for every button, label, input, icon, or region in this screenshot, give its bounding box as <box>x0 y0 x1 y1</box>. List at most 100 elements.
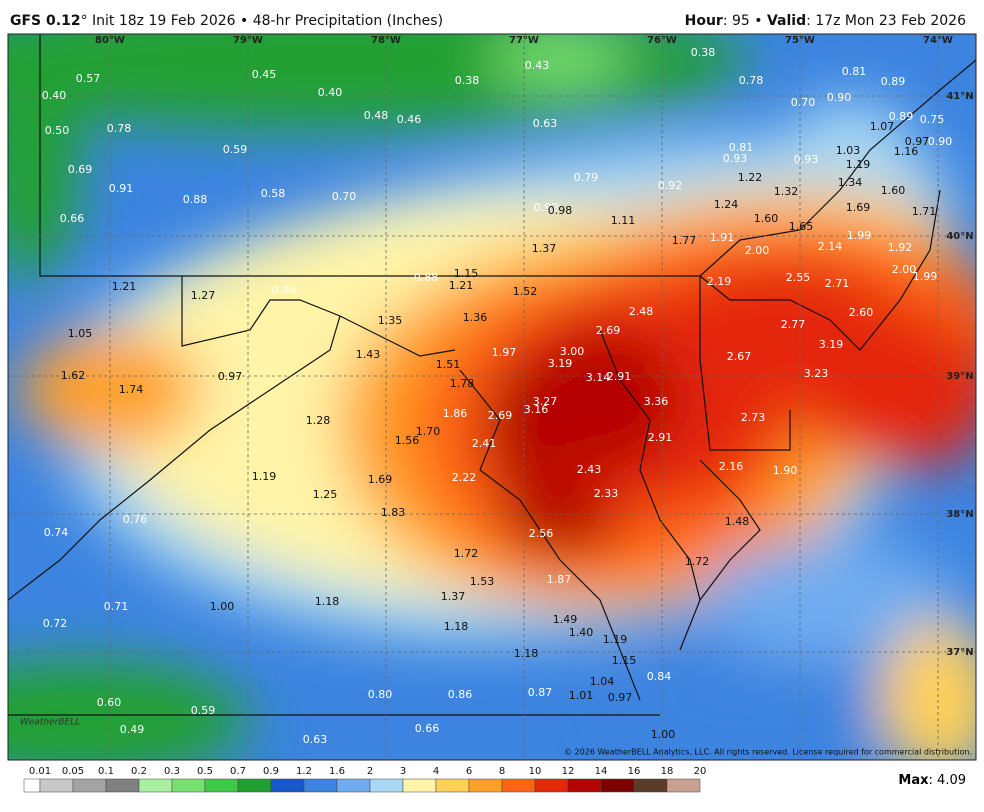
precip-value: 0.88 <box>183 193 208 206</box>
precip-value: 1.37 <box>532 242 557 255</box>
precip-value: 0.59 <box>191 704 216 717</box>
precip-value: 1.00 <box>651 728 676 741</box>
copyright: © 2026 WeatherBELL Analytics, LLC. All r… <box>564 748 972 757</box>
colorbar-label: 0.01 <box>29 766 51 777</box>
max-value: : 4.09 <box>929 773 966 788</box>
precip-value: 0.76 <box>123 513 148 526</box>
precip-value: 1.99 <box>913 270 938 283</box>
precip-value: 1.65 <box>789 220 814 233</box>
precip-value: 0.90 <box>928 135 953 148</box>
model: GFS 0.12 <box>10 13 81 29</box>
precip-value: 1.99 <box>847 229 872 242</box>
precip-value: 2.16 <box>719 460 744 473</box>
precip-value: 0.97 <box>905 135 930 148</box>
precip-value: 2.00 <box>892 263 917 276</box>
colorbar-swatch <box>105 778 140 793</box>
precip-value: 0.92 <box>534 201 559 214</box>
precip-value: 1.90 <box>773 464 798 477</box>
precip-value: 1.37 <box>441 590 466 603</box>
graticule-labels: 80°W 79°W 78°W 77°W 76°W 75°W 74°W 41°N 40°N 39°N… <box>95 35 974 658</box>
precip-value: 1.43 <box>356 348 381 361</box>
colorbar-label: 16 <box>628 766 641 777</box>
precip-value: 1.92 <box>888 241 913 254</box>
precip-value: 2.73 <box>741 411 766 424</box>
precip-value: 0.97 <box>218 370 243 383</box>
colorbar-swatch <box>270 778 305 793</box>
latitude-label: 39°N <box>946 371 973 382</box>
precip-value: 0.81 <box>729 141 754 154</box>
precip-value: 1.72 <box>454 547 479 560</box>
precip-value: 2.67 <box>727 350 752 363</box>
precip-value: 1.19 <box>252 470 277 483</box>
precip-value: 2.55 <box>786 271 811 284</box>
precip-value: 1.18 <box>514 647 539 660</box>
colorbar-label: 18 <box>661 766 674 777</box>
precip-value: 1.19 <box>846 158 871 171</box>
precip-value: 1.53 <box>470 575 495 588</box>
precip-value: 2.60 <box>849 306 874 319</box>
colorbar-swatch <box>303 778 338 793</box>
colorbar-swatch <box>23 778 41 793</box>
header-right: Hour: 95 • Valid: 17z Mon 23 Feb 2026 <box>685 13 966 29</box>
precip-value: 1.22 <box>738 171 763 184</box>
precip-value: 2.41 <box>472 437 497 450</box>
precip-value: 1.35 <box>378 314 403 327</box>
precip-value: 0.94 <box>272 284 297 297</box>
precip-value: 2.91 <box>607 370 632 383</box>
precip-value: 0.89 <box>881 75 906 88</box>
colorbar-swatch <box>39 778 74 793</box>
precip-value: 1.70 <box>416 425 441 438</box>
precip-value: 2.22 <box>452 471 477 484</box>
precip-value: 0.49 <box>120 723 145 736</box>
precip-value: 1.62 <box>61 369 86 382</box>
precip-value: 3.19 <box>548 357 573 370</box>
colorbar-label: 4 <box>433 766 439 777</box>
precip-value: 1.19 <box>603 633 628 646</box>
precip-value: 0.86 <box>448 688 473 701</box>
precip-value: 0.89 <box>889 110 914 123</box>
precip-value: 1.48 <box>725 515 750 528</box>
precip-value: 0.72 <box>43 617 68 630</box>
colorbar-label: 0.9 <box>263 766 279 777</box>
latitude-label: 40°N <box>946 231 973 242</box>
logo: WeatherBELL <box>20 718 80 728</box>
colorbar-swatch <box>666 778 701 793</box>
precip-value: 1.16 <box>894 145 919 158</box>
hour: : 95 • <box>723 13 767 29</box>
precip-value: 2.69 <box>488 409 513 422</box>
colorbar-swatch <box>72 778 107 793</box>
precip-value: 1.69 <box>846 201 871 214</box>
precip-value: 1.05 <box>68 327 93 340</box>
colorbar-swatch <box>567 778 602 793</box>
precip-value: 1.91 <box>710 231 735 244</box>
precip-value: 0.60 <box>97 696 122 709</box>
latitude-label: 38°N <box>946 509 973 520</box>
precip-value: 3.23 <box>804 367 829 380</box>
precip-value: 0.78 <box>739 74 764 87</box>
precip-value: 0.71 <box>104 600 129 613</box>
max: Max: 4.09 <box>898 773 966 788</box>
precip-value: 0.79 <box>574 171 599 184</box>
valid-label: Valid <box>767 13 806 29</box>
precip-value: 0.69 <box>68 163 93 176</box>
precip-value: 3.00 <box>560 345 585 358</box>
precip-value: 0.70 <box>791 96 816 109</box>
precip-value: 1.86 <box>443 407 468 420</box>
precip-value: 0.50 <box>45 124 70 137</box>
precip-value: 0.70 <box>332 190 357 203</box>
valid: : 17z Mon 23 Feb 2026 <box>806 13 966 29</box>
precip-value: 1.78 <box>450 377 475 390</box>
colorbar-swatch <box>237 778 272 793</box>
precip-value: 2.77 <box>781 318 806 331</box>
map-frame <box>7 33 977 761</box>
precip-value: 0.66 <box>60 212 85 225</box>
precip-value: 0.88 <box>414 271 439 284</box>
precip-value: 1.36 <box>463 311 488 324</box>
colorbar-swatch <box>468 778 503 793</box>
precip-value: 0.58 <box>261 187 286 200</box>
precip-value: 1.69 <box>368 473 393 486</box>
colorbar-label: 0.2 <box>131 766 147 777</box>
longitude-label: 79°W <box>233 35 263 46</box>
precip-value: 0.93 <box>794 153 819 166</box>
precip-value: 1.51 <box>436 358 461 371</box>
